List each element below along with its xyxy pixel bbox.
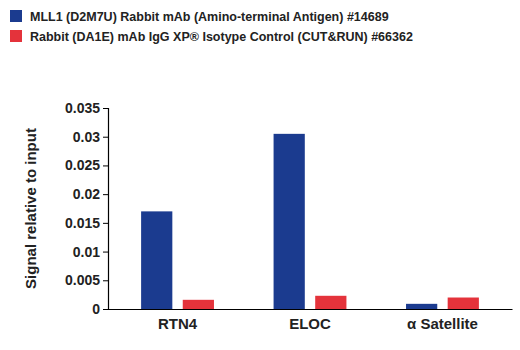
y-tick: 0.02 [73, 186, 108, 202]
bar [274, 134, 305, 309]
legend-swatch [10, 10, 22, 22]
y-tick-mark [103, 252, 108, 253]
legend-swatch [10, 30, 22, 42]
y-tick: 0.035 [65, 100, 108, 116]
chart: 0 0.005 0.01 0.015 0.02 0.025 0.03 0.035 RTN4 ELO… [0, 0, 520, 350]
x-tick-label: α Satellite [407, 315, 478, 332]
bar [141, 211, 172, 309]
y-tick: 0.005 [65, 272, 108, 288]
y-tick-mark [103, 137, 108, 138]
y-tick-mark [103, 280, 108, 281]
y-tick-mark [103, 108, 108, 109]
y-tick-label: 0.02 [73, 186, 100, 202]
legend-item: Rabbit (DA1E) mAb IgG XP® Isotype Contro… [10, 30, 413, 44]
x-tick-label: RTN4 [158, 315, 198, 332]
y-axis-line [103, 109, 109, 310]
y-tick: 0.03 [73, 129, 108, 145]
y-tick: 0.025 [65, 157, 108, 173]
legend-label: Rabbit (DA1E) mAb IgG XP® Isotype Contro… [30, 30, 413, 44]
bar [315, 296, 346, 309]
y-tick-mark [103, 165, 108, 166]
y-tick-label: 0.005 [65, 272, 100, 288]
legend-item: MLL1 (D2M7U) Rabbit mAb (Amino-terminal … [10, 10, 389, 24]
bar [183, 300, 214, 309]
legend-label: MLL1 (D2M7U) Rabbit mAb (Amino-terminal … [30, 10, 389, 24]
bar [406, 304, 437, 309]
y-tick: 0.01 [73, 244, 108, 260]
y-tick: 0.015 [65, 215, 108, 231]
bar [448, 298, 479, 309]
legend: MLL1 (D2M7U) Rabbit mAb (Amino-terminal … [10, 10, 413, 44]
x-tick: RTN4 [158, 309, 198, 332]
y-tick-label: 0.025 [65, 157, 100, 173]
y-tick-label: 0.01 [73, 244, 100, 260]
x-tick: α Satellite [407, 309, 478, 332]
y-tick-label: 0 [92, 301, 100, 317]
y-tick-mark [103, 223, 108, 224]
x-axis: RTN4 ELOC α Satellite [109, 309, 513, 332]
plot: 0 0.005 0.01 0.015 0.02 0.025 0.03 0.035 RTN4 ELO… [65, 100, 513, 332]
y-tick: 0 [92, 301, 108, 317]
bars [141, 134, 479, 309]
y-tick-label: 0.03 [73, 129, 100, 145]
y-tick-mark [103, 309, 108, 310]
y-axis: 0 0.005 0.01 0.015 0.02 0.025 0.03 0.035 [65, 100, 109, 317]
x-axis-line [109, 309, 513, 310]
x-tick-label: ELOC [289, 315, 331, 332]
y-axis-title: Signal relative to input [22, 128, 39, 289]
x-tick: ELOC [289, 309, 331, 332]
y-tick-label: 0.035 [65, 100, 100, 116]
y-tick-mark [103, 194, 108, 195]
y-tick-label: 0.015 [65, 215, 100, 231]
